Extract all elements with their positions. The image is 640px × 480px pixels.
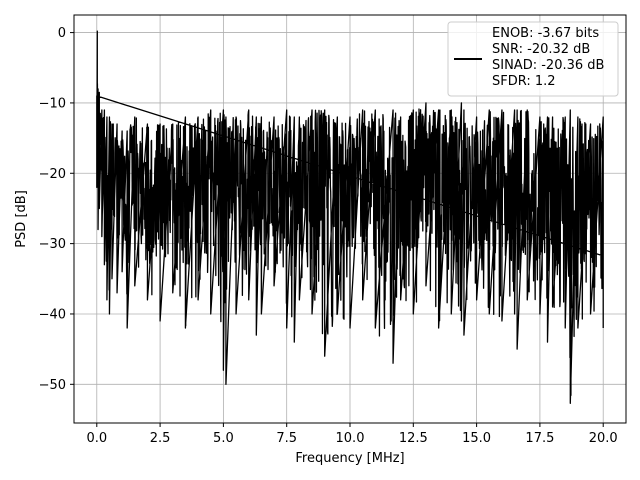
- y-tick-label: −50: [39, 378, 66, 393]
- psd-series-line: [96, 30, 604, 404]
- x-axis-label: Frequency [MHz]: [295, 451, 404, 466]
- y-tick-label: −10: [39, 96, 66, 111]
- x-tick-label: 20.0: [589, 431, 618, 446]
- x-tick-label: 12.5: [399, 431, 428, 446]
- x-tick-label: 5.0: [213, 431, 234, 446]
- x-tick-label: 0.0: [86, 431, 107, 446]
- y-axis-label: PSD [dB]: [14, 190, 29, 248]
- x-tick-label: 10.0: [336, 431, 365, 446]
- x-tick-label: 17.5: [525, 431, 554, 446]
- x-tick-label: 2.5: [150, 431, 171, 446]
- legend-sfdr: SFDR: 1.2: [492, 74, 556, 89]
- y-tick-label: −20: [39, 167, 66, 182]
- legend-box: [447, 21, 619, 97]
- psd-trace: [96, 30, 604, 404]
- x-tick-label: 7.5: [276, 431, 297, 446]
- y-axis-ticks: 0 −10 −20 −30 −40 −50: [39, 26, 74, 393]
- legend-sinad: SINAD: -20.36 dB: [492, 58, 604, 73]
- y-tick-label: 0: [58, 26, 66, 41]
- legend: ENOB: -3.67 bits SNR: -20.32 dB SINAD: -…: [447, 21, 619, 97]
- legend-snr: SNR: -20.32 dB: [492, 42, 590, 57]
- y-tick-label: −30: [39, 237, 66, 252]
- x-tick-label: 15.0: [462, 431, 491, 446]
- legend-enob: ENOB: -3.67 bits: [492, 26, 599, 41]
- y-tick-label: −40: [39, 307, 66, 322]
- x-axis-ticks: 0.0 2.5 5.0 7.5 10.0 12.5 15.0 17.5 20.0: [86, 423, 618, 446]
